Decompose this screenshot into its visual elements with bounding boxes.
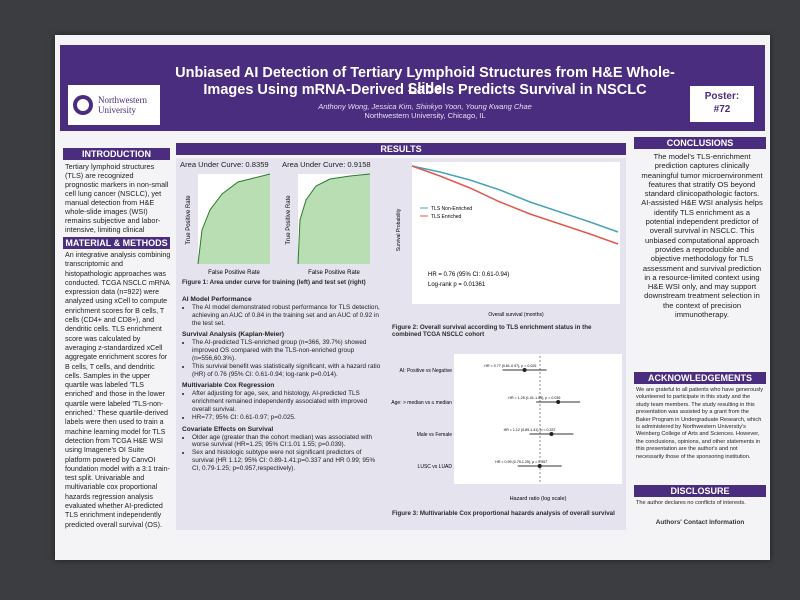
estimate-label: HR = 1.25 (1.01-1.55), p = 0.039 — [508, 396, 560, 400]
auc-label: Area Under Curve: 0.8359 — [180, 160, 269, 169]
survival-curve — [411, 165, 619, 233]
bullet: Older age (greater than the cohort media… — [192, 434, 382, 450]
subheading: Multivariable Cox Regression — [182, 382, 275, 390]
roc-area — [298, 174, 370, 264]
figure-caption: Figure 1: Area under curve for training … — [182, 279, 366, 286]
point — [522, 368, 527, 372]
subheading: Covariate Effects on Survival — [182, 425, 274, 433]
intro-text: Tertiary lymphoid structures (TLS) are r… — [65, 162, 169, 234]
logo-text: Northwestern University — [98, 95, 147, 115]
auc-label: Area Under Curve: 0.9158 — [282, 160, 371, 169]
row-label: Age: > median vs ≤ median — [391, 400, 452, 406]
legend-label: TLS Non-Enriched — [431, 206, 472, 212]
bullet: This survival benefit was statistically … — [192, 363, 382, 379]
disclosure-text: The author declares no conflicts of inte… — [636, 500, 746, 506]
axis-label: Overall survival (months) — [488, 312, 544, 318]
bullet: After adjusting for age, sex, and histol… — [192, 390, 382, 413]
logo-line: Northwestern — [98, 95, 147, 105]
contact-heading: Authors' Contact Information — [655, 519, 745, 526]
bullet-list: Older age (greater than the cohort media… — [182, 434, 382, 473]
acknowledgements-text: We are grateful to all patients who have… — [636, 387, 764, 460]
bullet-list: After adjusting for age, sex, and histol… — [182, 390, 382, 421]
axis-label: True Positive Rate — [286, 195, 292, 245]
annotation: Log-rank p = 0.01361 — [428, 282, 486, 288]
affiliation: Northwestern University, Chicago, IL — [364, 111, 486, 120]
estimate-label: HR = 0.77 (0.61-0.97), p = 0.025 — [484, 364, 536, 368]
bullet: The AI-predicted TLS-enriched group (n=3… — [192, 339, 382, 362]
axis-label: True Positive Rate — [186, 195, 192, 245]
roc-figure: True Positive Rate False Positive Rate T… — [186, 173, 371, 276]
survival-curve — [411, 165, 619, 245]
poster-label: Poster: — [704, 91, 740, 102]
km-figure: TLS Non-Enriched TLS Enriched HR = 0.76 … — [396, 162, 620, 318]
estimate-label: HR = 0.99 (0.79-1.25), p = 0.957 — [495, 460, 547, 464]
roc-area — [198, 174, 270, 264]
axis-label: False Positive Rate — [308, 270, 360, 276]
section-heading: ACKNOWLEDGEMENTS — [634, 372, 766, 384]
axis-label: Hazard ratio (log scale) — [510, 496, 567, 502]
header-band — [60, 45, 765, 131]
logo-seal — [73, 95, 93, 115]
point — [556, 400, 561, 404]
forest-figure: Hazard ratio (log scale) AI: Positive vs… — [391, 354, 622, 502]
poster-number: #72 — [713, 104, 731, 115]
authors: Anthony Wong, Jessica Kim, Shinkyo Yoon,… — [318, 102, 532, 111]
row-label: LUSC vs LUAD — [418, 464, 453, 470]
title: Unbiased AI Detection of Tertiary Lympho… — [175, 65, 675, 97]
row-label: Male vs Female — [417, 432, 453, 438]
section-heading: DISCLOSURE — [634, 485, 766, 497]
legend-label: TLS Enriched — [431, 214, 462, 220]
annotation: HR = 0.76 (95% CI: 0.61-0.94) — [428, 272, 509, 278]
row-label: AI: Positive vs Negative — [399, 368, 452, 374]
subheading: AI Model Performance — [182, 296, 252, 303]
bullet: The AI model demonstrated robust perform… — [192, 304, 382, 327]
bullet-list: The AI model demonstrated robust perform… — [182, 304, 382, 327]
logo: Northwestern University — [68, 85, 160, 125]
roc-curve — [197, 173, 271, 265]
point — [537, 464, 542, 468]
section-heading: RESULTS — [176, 143, 626, 155]
point — [549, 432, 554, 436]
title: Images Using mRNA-Derived Labels Predict… — [203, 82, 647, 98]
plot-frame — [454, 354, 622, 484]
section-heading: MATERIAL & METHODS — [63, 237, 170, 249]
axis-label: False Positive Rate — [208, 270, 260, 276]
bullet: Sex and histologic subtype were not sign… — [192, 449, 382, 472]
subheading: Survival Analysis (Kaplan-Meier) — [182, 331, 284, 339]
section-heading: INTRODUCTION — [63, 148, 170, 160]
roc-curve — [297, 173, 371, 265]
results-text: AI Model PerformanceThe AI model demonst… — [182, 292, 382, 532]
figure-caption: Figure 2: Overall survival according to … — [392, 324, 592, 338]
methods-text: An integrative analysis combining transc… — [65, 251, 171, 529]
bullet: HR=77; 95% CI: 0.61-0.97; p=0.025. — [192, 414, 382, 422]
conclusions-text: The model's TLS-enrichment prediction ca… — [641, 152, 763, 320]
bullet-list: The AI-predicted TLS-enriched group (n=3… — [182, 339, 382, 378]
figure-caption: Figure 3: Multivariable Cox proportional… — [392, 510, 615, 517]
axis-label: Survival Probability — [396, 208, 402, 251]
estimate-label: HR = 1.12 (0.89-1.41), p = 0.337 — [504, 428, 556, 432]
poster-number-box: Poster: #72 — [690, 86, 754, 122]
section-heading: CONCLUSIONS — [634, 137, 766, 149]
logo-line: University — [98, 105, 136, 115]
